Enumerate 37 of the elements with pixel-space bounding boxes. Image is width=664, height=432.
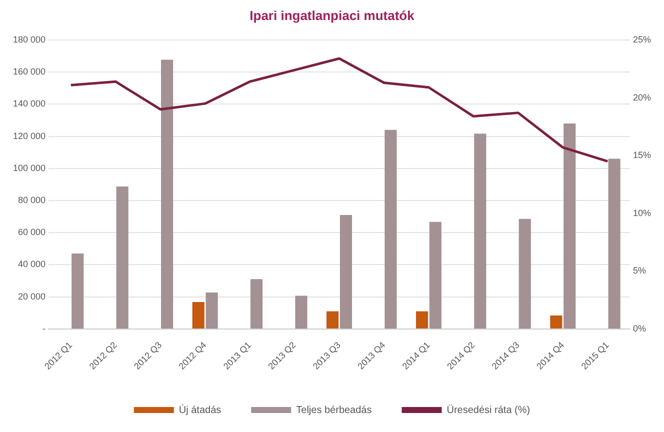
y-tick-label: - (42, 323, 46, 334)
y-tick-label: 180 000 (12, 34, 46, 44)
y-tick-label: 20 000 (18, 291, 46, 302)
bar (416, 311, 428, 328)
bar (384, 130, 397, 328)
bar (295, 296, 308, 328)
bar (161, 60, 174, 328)
bar (192, 302, 204, 328)
bar (474, 134, 486, 328)
y-tick-label: 100 000 (12, 162, 46, 173)
y-tick-label: 160 000 (12, 66, 46, 77)
bar (250, 279, 263, 328)
y-tick-label: 40 000 (18, 259, 46, 270)
y2-tick-label: 5% (632, 266, 646, 276)
bar (518, 218, 531, 328)
y2-tick-label: 25% (632, 34, 651, 44)
legend-label: Üresedési ráta (%) (446, 404, 530, 416)
bar (206, 292, 218, 328)
legend-label: Teljes bérbeadás (296, 404, 372, 416)
bar (72, 254, 84, 328)
y2-tick-label: 20% (632, 92, 651, 102)
y-tick-label: 80 000 (18, 195, 46, 206)
bar (608, 158, 620, 328)
y2-tick-label: 0% (632, 323, 646, 334)
y2-tick-label: 10% (632, 208, 651, 218)
y-tick-label: 120 000 (12, 130, 46, 141)
chart-title: Ipari ingatlanpiaci mutatók (248, 8, 416, 23)
bar (116, 186, 128, 328)
bar (340, 214, 352, 328)
legend-label: Új átadás (178, 404, 222, 416)
y2-tick-label: 15% (632, 150, 651, 160)
bar (564, 123, 576, 328)
y-tick-label: 140 000 (12, 98, 46, 109)
y-tick-label: 60 000 (18, 227, 46, 238)
bar (550, 315, 562, 328)
bar (326, 311, 339, 328)
bar (429, 222, 442, 328)
